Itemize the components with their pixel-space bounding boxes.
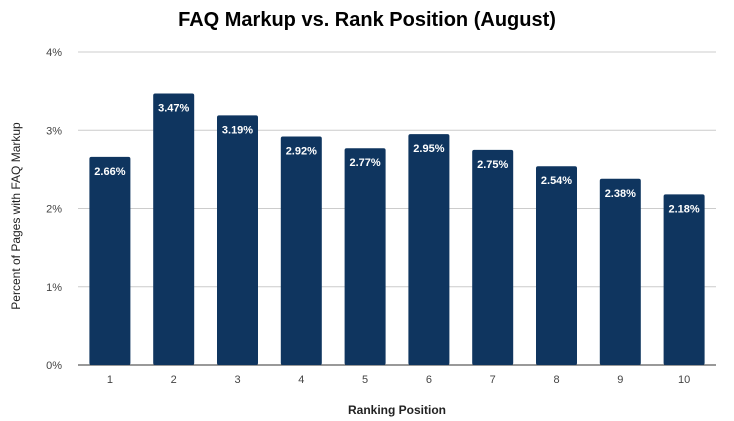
bar: [536, 166, 577, 365]
y-tick-labels: 0% 1% 2% 3% 4%: [46, 47, 62, 372]
data-label: 2.38%: [605, 188, 636, 200]
bar: [280, 136, 322, 365]
data-label: 2.66%: [94, 166, 125, 178]
y-tick-label: 4%: [46, 47, 62, 59]
x-tick-label: 4: [298, 374, 304, 386]
bars: [89, 93, 705, 365]
y-tick-label: 0%: [46, 360, 62, 372]
data-label: 2.18%: [668, 203, 699, 215]
bar: [153, 93, 195, 365]
x-tick-label: 10: [678, 374, 690, 386]
y-axis-label: Percent of Pages with FAQ Markup: [9, 122, 23, 310]
bar: [472, 149, 514, 365]
bar: [408, 134, 450, 365]
data-label: 2.54%: [541, 175, 572, 187]
y-tick-label: 2%: [46, 204, 62, 216]
data-label: 3.47%: [158, 102, 189, 114]
x-axis-label: Ranking Position: [348, 403, 446, 417]
bar: [89, 156, 131, 365]
y-tick-label: 3%: [46, 125, 62, 137]
bar: [344, 148, 386, 365]
x-tick-label: 7: [490, 374, 496, 386]
y-tick-label: 1%: [46, 282, 62, 294]
data-label: 2.75%: [477, 159, 508, 171]
data-label: 3.19%: [222, 124, 253, 136]
bar: [217, 115, 258, 365]
data-label: 2.77%: [349, 157, 380, 169]
x-tick-label: 1: [107, 374, 113, 386]
x-tick-label: 3: [234, 374, 240, 386]
bar: [599, 178, 641, 365]
data-label: 2.95%: [413, 143, 444, 155]
x-tick-label: 5: [362, 374, 368, 386]
chart-title: FAQ Markup vs. Rank Position (August): [178, 9, 556, 31]
x-tick-label: 2: [171, 374, 177, 386]
x-tick-label: 6: [426, 374, 432, 386]
x-tick-label: 9: [617, 374, 623, 386]
data-labels: 2.66% 3.47% 3.19% 2.92% 2.77% 2.95% 2.75% 2.54%…: [94, 102, 700, 215]
bar: [663, 194, 705, 365]
data-label: 2.92%: [286, 146, 317, 158]
x-tick-labels: 1 2 3 4 5 6 7 8 9 10: [107, 374, 690, 386]
x-tick-label: 8: [553, 374, 559, 386]
